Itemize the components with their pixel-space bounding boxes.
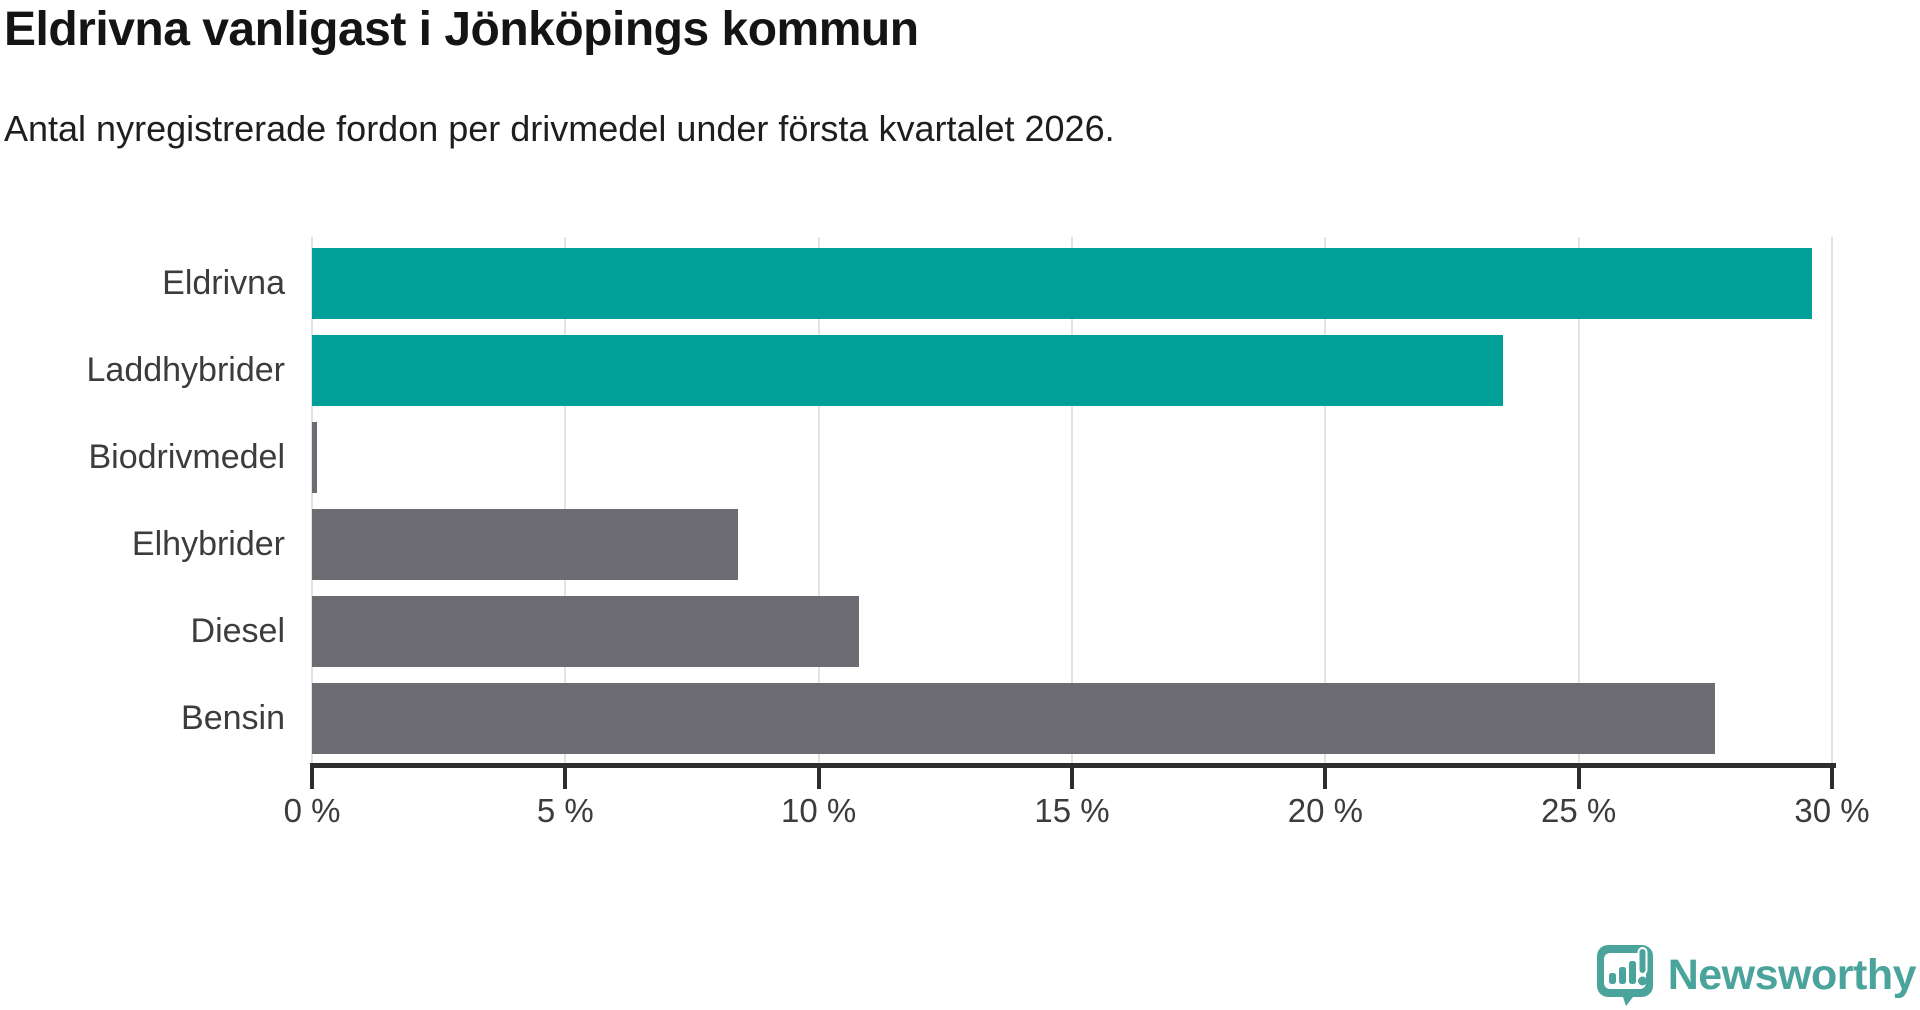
gridline — [1831, 237, 1833, 764]
chart-title: Eldrivna vanligast i Jönköpings kommun — [4, 3, 919, 56]
x-axis-tick-label: 20 % — [1287, 792, 1363, 829]
gridline — [1324, 237, 1327, 764]
plot-area — [311, 237, 1833, 764]
x-axis-tick — [1323, 768, 1328, 789]
x-axis-tick — [563, 768, 568, 789]
bar-laddhybrider — [312, 335, 1503, 406]
category-label: Laddhybrider — [86, 351, 285, 389]
gridline — [817, 237, 820, 764]
gridline — [311, 237, 313, 764]
bar-biodrivmedel — [312, 422, 318, 493]
newsworthy-logo: Newsworthy — [1596, 944, 1917, 1006]
x-axis-tick — [1070, 768, 1074, 789]
chart-subtitle: Antal nyregistrerade fordon per drivmede… — [4, 108, 1115, 149]
category-label: Biodrivmedel — [88, 438, 285, 476]
category-label: Bensin — [181, 699, 285, 737]
x-axis-tick-label: 30 % — [1794, 792, 1870, 829]
category-label: Diesel — [190, 612, 285, 650]
category-label: Elhybrider — [131, 525, 285, 563]
x-axis-tick — [1576, 768, 1581, 789]
gridline — [1071, 237, 1073, 764]
bar-eldrivna — [312, 248, 1812, 319]
bar-elhybrider — [312, 509, 738, 580]
x-axis-line — [310, 763, 1836, 768]
x-axis-tick-label: 0 % — [283, 792, 341, 829]
x-axis-tick-label: 25 % — [1541, 792, 1617, 829]
logo-wordmark: Newsworthy — [1667, 950, 1917, 999]
gridline — [564, 237, 567, 764]
bar-bensin — [312, 683, 1716, 754]
category-labels: Eldrivna Laddhybrider Biodrivmedel Elhybrid… — [0, 237, 285, 764]
chart-speech-bubble-icon — [1596, 945, 1653, 1006]
x-axis-tick-label: 15 % — [1034, 792, 1110, 829]
x-axis-tick — [1830, 768, 1834, 789]
x-axis-tick — [816, 768, 821, 789]
bar-diesel — [312, 596, 860, 667]
gridline — [1577, 237, 1580, 764]
x-axis-tick — [310, 768, 314, 789]
x-axis-tick-label: 5 % — [536, 792, 594, 829]
x-axis-tick-label: 10 % — [781, 792, 857, 829]
category-label: Eldrivna — [162, 264, 285, 302]
